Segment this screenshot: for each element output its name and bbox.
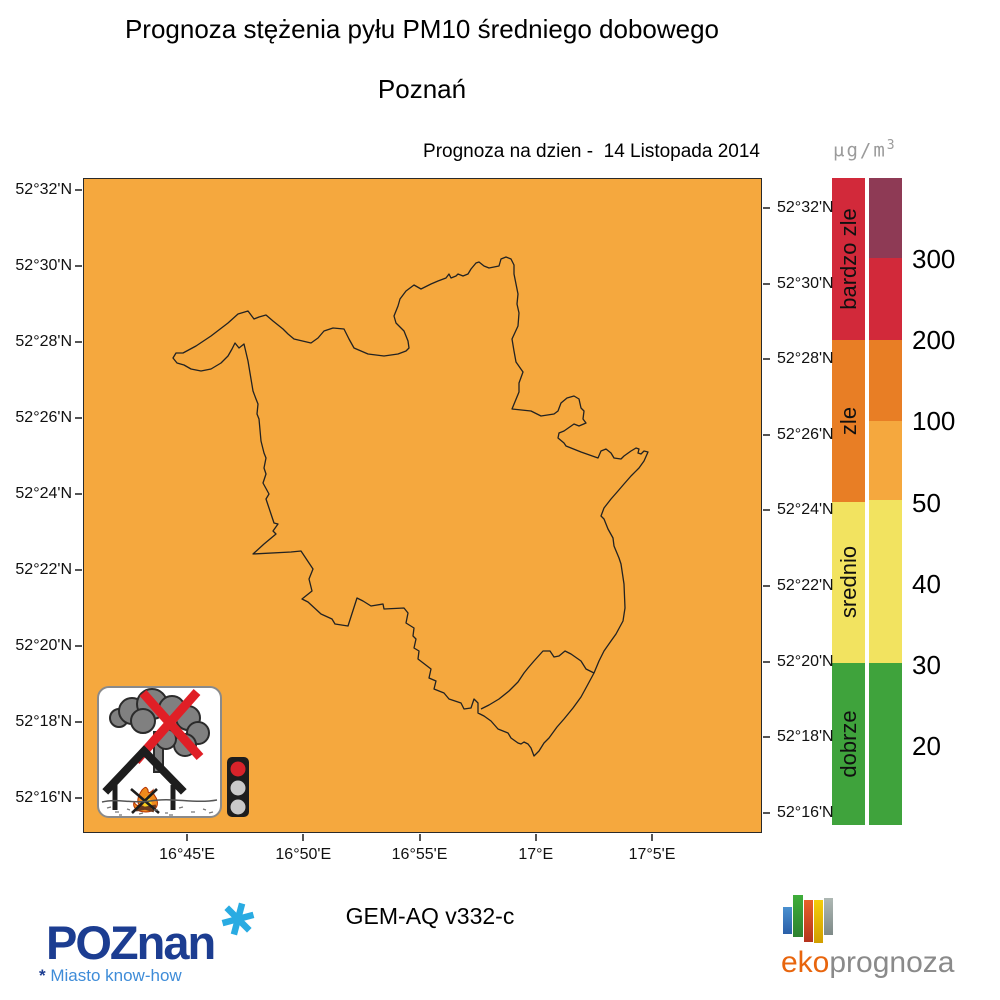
scale-segment (869, 663, 902, 825)
lat-label-right: 52°24'N (777, 501, 834, 519)
scale-tick-label: 300 (912, 244, 956, 274)
lat-tick-left (75, 645, 82, 647)
lat-label-right: 52°28'N (777, 350, 834, 368)
lat-label-right: 52°20'N (777, 652, 834, 670)
lat-tick-left (75, 569, 82, 571)
poznan-star-icon (221, 902, 255, 936)
lat-tick-left (75, 417, 82, 419)
traffic-light-icon (227, 757, 249, 817)
lat-label-left: 52°24'N (15, 485, 72, 502)
lat-tick-right (763, 811, 770, 814)
lat-tick-right (763, 358, 770, 361)
city-subtitle: Poznań (377, 74, 467, 104)
scale-tick-label: 200 (912, 325, 956, 356)
poznan-logo: POZnan (46, 916, 216, 969)
house-icon (102, 745, 187, 810)
lon-tick (302, 834, 305, 841)
scale-tick-label: 30 (912, 649, 941, 680)
lat-label-right: 52°16'N (777, 803, 834, 821)
scale-tick-label: 40 (912, 568, 941, 599)
scale-segment (869, 178, 902, 259)
lon-tick (534, 834, 537, 841)
lon-label: 16°55'E (391, 846, 448, 863)
scale-segment (869, 421, 902, 501)
lat-tick-left (75, 265, 82, 267)
lat-label-left: 52°26'N (15, 409, 72, 426)
city-boundary-outline (172, 256, 649, 757)
no-burning-illustration (101, 688, 218, 816)
lat-tick-right (763, 660, 770, 663)
lat-label-right: 52°26'N (777, 425, 834, 443)
lat-tick-left (75, 721, 82, 723)
value-colorbar (869, 178, 902, 825)
lon-tick (418, 834, 421, 841)
ekoprognoza-bars-icon (783, 895, 833, 943)
lat-label-right: 52°22'N (777, 577, 834, 594)
lat-tick-left (75, 493, 82, 495)
unit-label: μg/m3 (833, 138, 897, 161)
lat-label-left: 52°18'N (15, 713, 72, 730)
traffic-light-bottom-off (230, 799, 246, 815)
eko-text: eko (781, 946, 830, 979)
lat-label-right: 52°32'N (777, 199, 834, 216)
lon-label: 17°5'E (628, 846, 676, 863)
lat-tick-left (75, 797, 82, 799)
scale-segment (869, 339, 902, 422)
traffic-light-red (230, 761, 246, 777)
no-burning-warning-icon (97, 686, 222, 818)
category-label: zle (835, 406, 861, 435)
lat-tick-right (763, 585, 770, 587)
lat-label-left: 52°32'N (15, 181, 72, 198)
category-label: srednio (835, 546, 861, 619)
category-segment: zle (832, 339, 865, 502)
lat-tick-right (763, 282, 770, 285)
scale-segment (869, 500, 902, 664)
poznan-tagline: * Miasto know-how (39, 966, 182, 986)
category-label: dobrze (835, 710, 861, 778)
scale-segment (869, 258, 902, 340)
lat-label-left: 52°22'N (15, 561, 72, 578)
unit-exponent: 3 (886, 138, 897, 153)
ground-line (101, 798, 218, 803)
lat-label-right: 52°30'N (777, 274, 834, 292)
tagline-star: * (39, 966, 46, 985)
lat-tick-right (763, 433, 770, 436)
scale-tick-label: 50 (912, 487, 941, 518)
category-segment: srednio (832, 501, 865, 664)
lat-label-left: 52°28'N (15, 333, 72, 350)
lon-label: 16°50'E (275, 846, 332, 863)
traffic-light-middle-off (230, 780, 246, 796)
scale-tick-label: 100 (912, 406, 956, 437)
category-segment: dobrze (832, 663, 865, 825)
tagline-text: Miasto know-how (45, 966, 182, 985)
forecast-date-line: Prognoza na dzien - 14 Listopada 2014 (423, 141, 760, 162)
lat-tick-right (763, 207, 770, 209)
lat-tick-right (763, 736, 770, 739)
lat-tick-right (763, 509, 770, 512)
category-segment: bardzo zle (832, 178, 865, 340)
lat-tick-left (75, 189, 82, 191)
lat-tick-left (75, 341, 82, 343)
category-colorbar: bardzo zle zle srednio dobrze (832, 178, 865, 825)
lat-label-left: 52°30'N (15, 257, 72, 274)
lon-tick (186, 834, 188, 841)
model-version-label: GEM-AQ v332-c (345, 903, 515, 929)
prognoza-text: prognoza (829, 946, 955, 979)
unit-text: μg/m (833, 139, 887, 162)
lat-label-right: 52°18'N (777, 728, 834, 746)
page-title: Prognoza stężenia pyłu PM10 średniego do… (124, 14, 720, 44)
lon-label: 17°E (518, 846, 554, 863)
lon-tick (651, 834, 653, 841)
scale-tick-label: 20 (912, 731, 941, 762)
lon-label: 16°45'E (159, 846, 215, 863)
lat-label-left: 52°20'N (15, 637, 72, 654)
ground-speckles (106, 806, 214, 816)
category-label: bardzo zle (835, 208, 861, 310)
ekoprognoza-logo: ekoprognoza (781, 946, 954, 980)
lat-label-left: 52°16'N (15, 789, 72, 806)
